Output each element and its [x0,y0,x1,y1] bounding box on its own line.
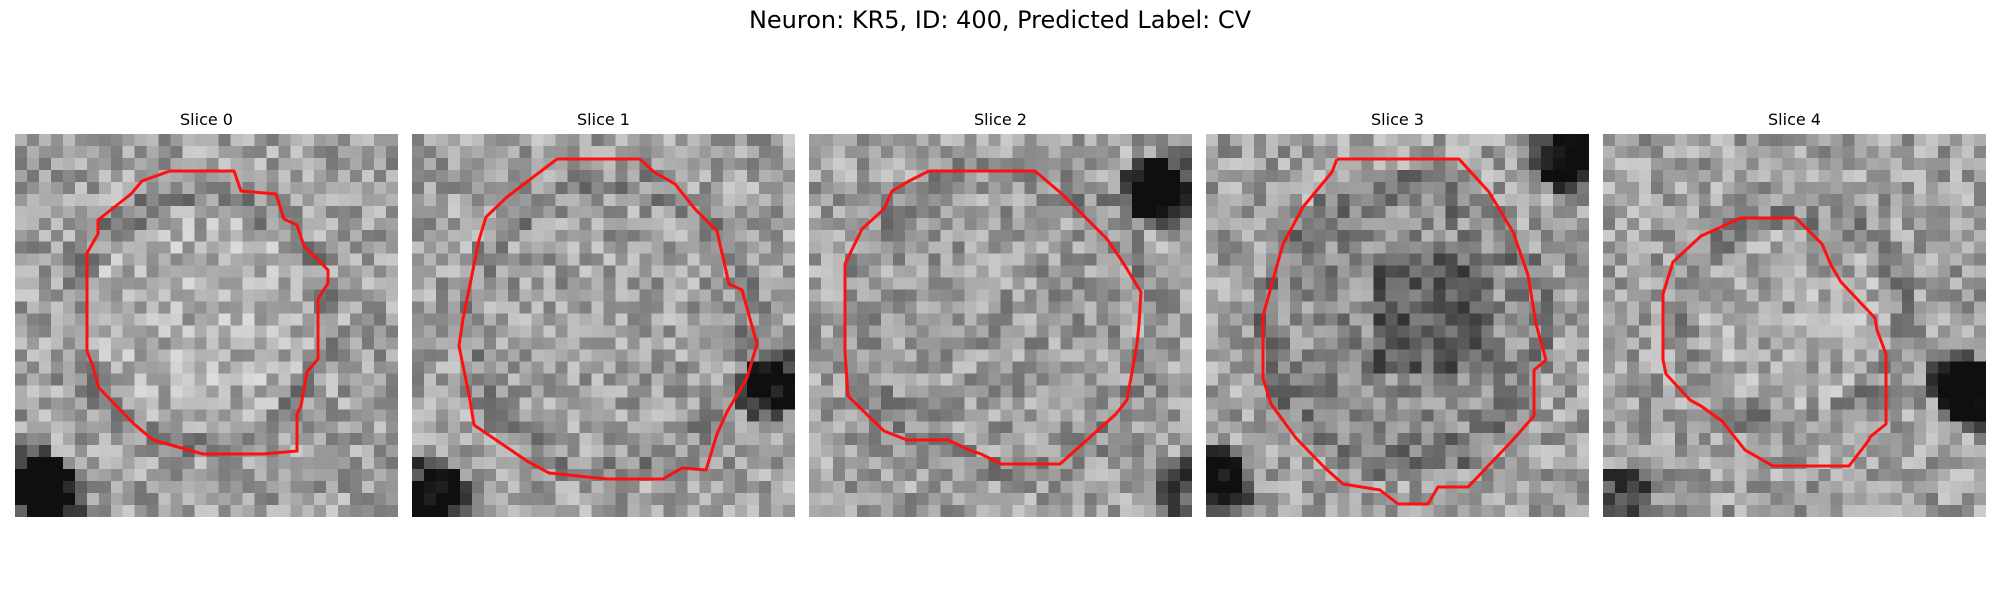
slice-2-title: Slice 2 [974,110,1027,129]
slice-0-contour [85,169,330,456]
slice-2-contour-line [843,169,1143,466]
slice-4-contour [1661,216,1888,468]
slice-4-title: Slice 4 [1768,110,1821,129]
slice-0-contour-line [85,169,330,456]
slice-3-contour [1261,157,1548,506]
slice-2-contour [843,169,1143,466]
slice-1-contour-line [457,157,759,481]
slice-2-image [809,134,1192,517]
figure-title: Neuron: KR5, ID: 400, Predicted Label: C… [748,6,1252,34]
slice-3-image [1206,134,1589,517]
slice-0-title: Slice 0 [180,110,233,129]
slice-4-contour-line [1661,216,1888,468]
slice-4-image [1603,134,1986,517]
slice-1-title: Slice 1 [577,110,630,129]
slice-3-title: Slice 3 [1371,110,1424,129]
slice-3-contour-line [1261,157,1548,506]
slice-1-contour [457,157,759,481]
slice-1-image [412,134,795,517]
